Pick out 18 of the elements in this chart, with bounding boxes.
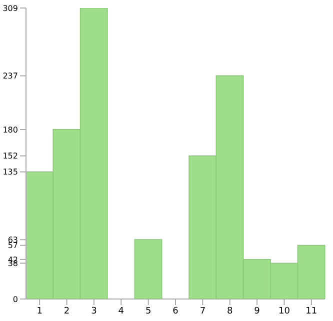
- x-tick-label: 8: [226, 306, 233, 316]
- y-tick-label: 152: [2, 152, 18, 161]
- x-tick-label: 3: [91, 306, 97, 316]
- y-tick-label: 180: [2, 125, 18, 134]
- y-tick-label: 135: [2, 168, 18, 177]
- x-tick-label: 5: [145, 306, 152, 316]
- y-tick-label: 237: [2, 72, 18, 81]
- x-tick-label: 7: [200, 306, 206, 316]
- x-tick-label: 4: [118, 306, 124, 316]
- x-tick-label: 2: [64, 306, 70, 316]
- y-tick-label: 0: [12, 294, 18, 304]
- x-tick-label: 6: [172, 306, 179, 316]
- x-tick-label: 1: [36, 306, 42, 316]
- y-tick-label: 309: [2, 4, 18, 13]
- x-tick-label: 10: [278, 306, 290, 316]
- bar: [134, 239, 162, 299]
- x-tick-label: 11: [306, 306, 318, 316]
- x-tick-label: 9: [254, 306, 260, 316]
